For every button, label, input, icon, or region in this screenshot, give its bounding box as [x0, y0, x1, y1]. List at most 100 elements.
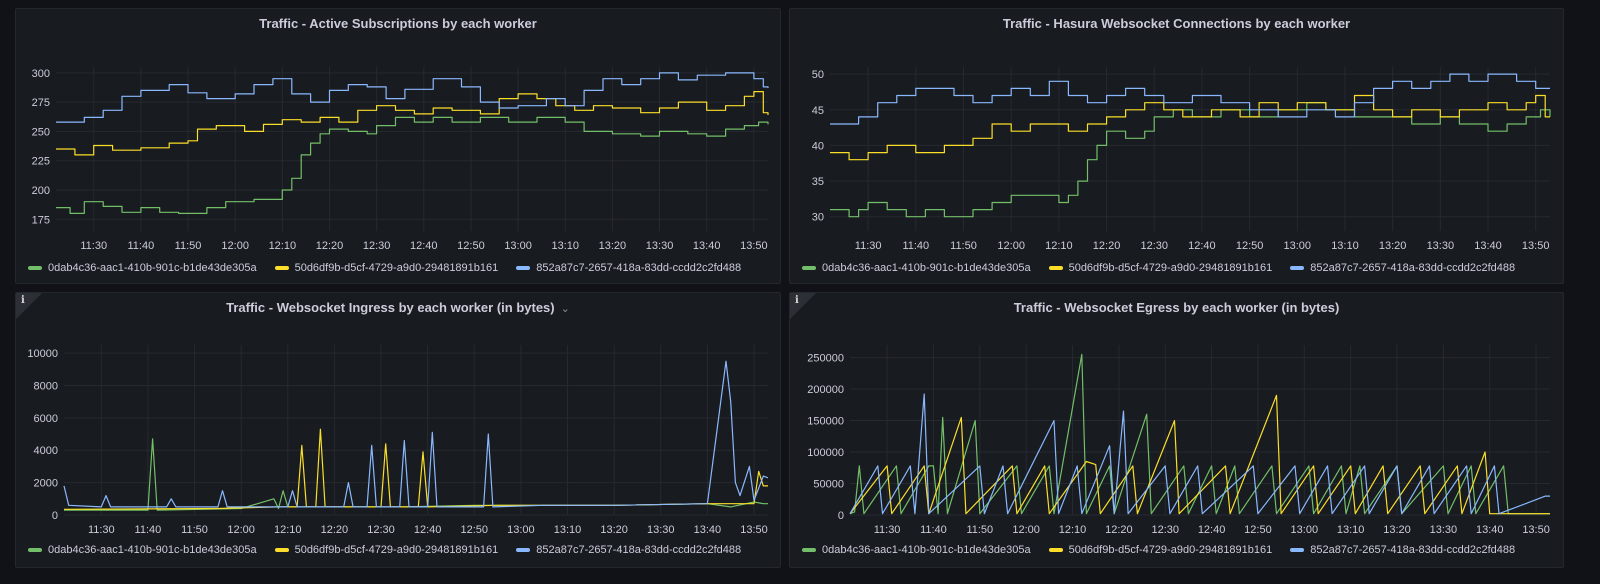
panel-active-subscriptions: Traffic - Active Subscriptions by each w… — [15, 8, 781, 284]
x-tick-label: 13:50 — [1522, 524, 1550, 536]
y-tick-label: 100000 — [807, 447, 844, 459]
chevron-down-icon[interactable]: ⌄ — [560, 303, 570, 315]
panel-title[interactable]: Traffic - Websocket Egress by each worke… — [1013, 300, 1340, 315]
info-corner[interactable] — [790, 293, 816, 319]
series-line-blue[interactable] — [830, 73, 1550, 125]
legend-item-blue[interactable]: 852a87c7-2657-418a-83dd-ccdd2c2fd488 — [1290, 260, 1515, 276]
legend-item-blue[interactable]: 852a87c7-2657-418a-83dd-ccdd2c2fd488 — [516, 542, 741, 558]
panel-websocket-egress: i Traffic - Websocket Egress by each wor… — [789, 292, 1564, 568]
x-tick-label: 11:50 — [966, 524, 993, 536]
info-icon[interactable]: i — [21, 295, 25, 306]
y-tick-label: 150000 — [807, 416, 844, 428]
series-line-green[interactable] — [56, 116, 769, 214]
grid: 30 35 40 45 50 11:30 11:40 11:50 12:00 12:10 12:20… — [812, 67, 1550, 252]
x-tick-label: 13:30 — [1427, 240, 1455, 252]
series-line-blue[interactable] — [56, 72, 769, 123]
grid: 0 50000 100000 150000 200000 250000 11:30 11:40… — [807, 345, 1550, 536]
x-tick-label: 11:50 — [181, 524, 208, 536]
y-tick-label: 300 — [32, 68, 50, 80]
x-tick-label: 11:40 — [128, 240, 155, 252]
legend-item-green[interactable]: 0dab4c36-aac1-410b-901c-b1de43de305a — [28, 260, 257, 276]
legend-label: 50d6df9b-d5cf-4729-a9d0-29481891b161 — [1068, 544, 1273, 556]
x-tick-label: 13:10 — [1331, 240, 1359, 252]
panel-title[interactable]: Traffic - Websocket Ingress by each work… — [16, 300, 780, 315]
y-tick-label: 200000 — [807, 384, 844, 396]
x-tick-label: 12:40 — [414, 524, 442, 536]
grid: 0 2000 4000 6000 8000 10000 11:30 11:40 11:50 12:… — [27, 345, 768, 536]
legend-item-yellow[interactable]: 50d6df9b-d5cf-4729-a9d0-29481891b161 — [274, 542, 498, 558]
legend-swatch-yellow — [1048, 548, 1063, 552]
legend-swatch-blue — [516, 548, 531, 552]
legend-label: 852a87c7-2657-418a-83dd-ccdd2c2fd488 — [1310, 262, 1516, 274]
x-tick-label: 11:50 — [950, 240, 977, 252]
legend-item-yellow[interactable]: 50d6df9b-d5cf-4729-a9d0-29481891b161 — [1048, 260, 1272, 276]
x-tick-label: 12:50 — [461, 524, 489, 536]
legend-item-blue[interactable]: 852a87c7-2657-418a-83dd-ccdd2c2fd488 — [516, 260, 741, 276]
series-line-green[interactable] — [830, 102, 1551, 218]
legend-swatch-blue — [1290, 266, 1305, 270]
y-tick-label: 10000 — [27, 348, 58, 360]
x-tick-label: 12:50 — [1236, 240, 1264, 252]
y-tick-label: 250 — [32, 126, 50, 138]
series-line-green[interactable] — [64, 438, 768, 511]
x-tick-label: 13:10 — [554, 524, 582, 536]
legend-item-yellow[interactable]: 50d6df9b-d5cf-4729-a9d0-29481891b161 — [274, 260, 499, 276]
y-tick-label: 30 — [812, 212, 824, 224]
legend-label: 0dab4c36-aac1-410b-901c-b1de43de305a — [48, 544, 257, 556]
x-tick-label: 13:00 — [504, 240, 532, 252]
x-tick-label: 11:30 — [874, 524, 901, 536]
series-line-yellow[interactable] — [56, 91, 769, 156]
series-line-blue[interactable] — [63, 360, 769, 508]
y-tick-label: 175 — [32, 214, 50, 226]
info-icon[interactable]: i — [795, 295, 799, 306]
x-tick-label: 13:20 — [1379, 240, 1407, 252]
y-tick-label: 8000 — [34, 380, 58, 392]
series-line-yellow[interactable] — [849, 394, 1550, 515]
x-tick-label: 12:50 — [457, 240, 485, 252]
x-tick-label: 13:20 — [600, 524, 628, 536]
legend: 0dab4c36-aac1-410b-901c-b1de43de305a 50d… — [802, 542, 1515, 558]
x-tick-label: 13:50 — [740, 240, 768, 252]
legend-swatch-green — [802, 266, 816, 270]
y-tick-label: 35 — [812, 176, 824, 188]
legend-swatch-yellow — [274, 266, 289, 270]
legend-swatch-yellow — [274, 548, 289, 552]
y-tick-label: 200 — [32, 185, 50, 197]
x-tick-label: 12:10 — [1045, 240, 1073, 252]
y-tick-label: 50000 — [813, 479, 844, 491]
legend-label: 852a87c7-2657-418a-83dd-ccdd2c2fd488 — [536, 262, 742, 274]
x-tick-label: 12:20 — [1105, 524, 1133, 536]
panel-title[interactable]: Traffic - Active Subscriptions by each w… — [259, 16, 537, 31]
panel-title[interactable]: Traffic - Hasura Websocket Connections b… — [1002, 16, 1351, 31]
legend-swatch-yellow — [1048, 266, 1063, 270]
x-tick-label: 13:00 — [1284, 240, 1312, 252]
y-tick-label: 4000 — [34, 445, 58, 457]
legend-swatch-blue — [516, 266, 531, 270]
series-line-yellow[interactable] — [830, 94, 1550, 161]
series-line-yellow[interactable] — [63, 428, 768, 510]
legend: 0dab4c36-aac1-410b-901c-b1de43de305a 50d… — [28, 542, 741, 558]
y-tick-label: 45 — [812, 105, 824, 117]
series-line-blue[interactable] — [849, 393, 1550, 515]
x-tick-label: 12:20 — [1093, 240, 1121, 252]
y-tick-label: 275 — [32, 97, 50, 109]
legend-item-blue[interactable]: 852a87c7-2657-418a-83dd-ccdd2c2fd488 — [1290, 542, 1515, 558]
legend-item-green[interactable]: 0dab4c36-aac1-410b-901c-b1de43de305a — [802, 542, 1031, 558]
grid: 175 200 225 250 275 300 11:30 11:40 11:50 12:00 12… — [32, 67, 768, 252]
y-tick-label: 0 — [52, 510, 58, 522]
x-tick-label: 13:20 — [1383, 524, 1411, 536]
info-corner[interactable] — [16, 293, 42, 319]
legend-item-yellow[interactable]: 50d6df9b-d5cf-4729-a9d0-29481891b161 — [1048, 542, 1273, 558]
legend-label: 50d6df9b-d5cf-4729-a9d0-29481891b161 — [294, 262, 499, 274]
x-tick-label: 12:30 — [1151, 524, 1179, 536]
x-tick-label: 12:40 — [1198, 524, 1226, 536]
legend-label: 0dab4c36-aac1-410b-901c-b1de43de305a — [48, 262, 257, 274]
legend-item-green[interactable]: 0dab4c36-aac1-410b-901c-b1de43de305a — [802, 260, 1031, 276]
x-tick-label: 13:00 — [1291, 524, 1319, 536]
legend-swatch-green — [802, 548, 816, 552]
x-tick-label: 13:40 — [1474, 240, 1502, 252]
legend-item-green[interactable]: 0dab4c36-aac1-410b-901c-b1de43de305a — [28, 542, 257, 558]
legend: 0dab4c36-aac1-410b-901c-b1de43de305a 50d… — [802, 260, 1515, 276]
x-tick-label: 12:00 — [1012, 524, 1040, 536]
x-tick-label: 11:50 — [175, 240, 202, 252]
